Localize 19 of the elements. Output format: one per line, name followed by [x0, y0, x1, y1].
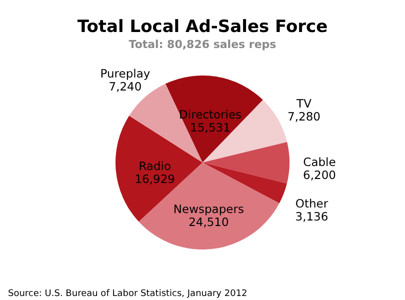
chart-title: Total Local Ad-Sales Force — [77, 17, 328, 37]
data-label: 6,200 — [303, 168, 336, 182]
slice-label: Cable — [303, 154, 336, 169]
slice-label: TV — [296, 96, 312, 110]
data-label: 16,929 — [134, 172, 175, 186]
slice-label: Pureplay — [100, 66, 150, 81]
data-label: 24,510 — [188, 214, 229, 229]
slice-label: Directories — [179, 107, 242, 122]
data-label: 7,280 — [288, 109, 320, 124]
slice-label: Other — [295, 196, 328, 210]
pie-slice — [202, 142, 290, 184]
data-label: 3,136 — [295, 209, 328, 224]
slice-label: Radio — [138, 158, 172, 173]
pie-slice — [165, 76, 263, 162]
chart-subtitle: Total: 80,826 sales reps — [128, 38, 277, 51]
data-label: 7,240 — [108, 80, 142, 94]
slice-label: Newspapers — [173, 202, 244, 216]
data-label: 15,531 — [190, 120, 230, 134]
source-note: Source: U.S. Bureau of Labor Statistics, January 2012 — [8, 289, 248, 299]
